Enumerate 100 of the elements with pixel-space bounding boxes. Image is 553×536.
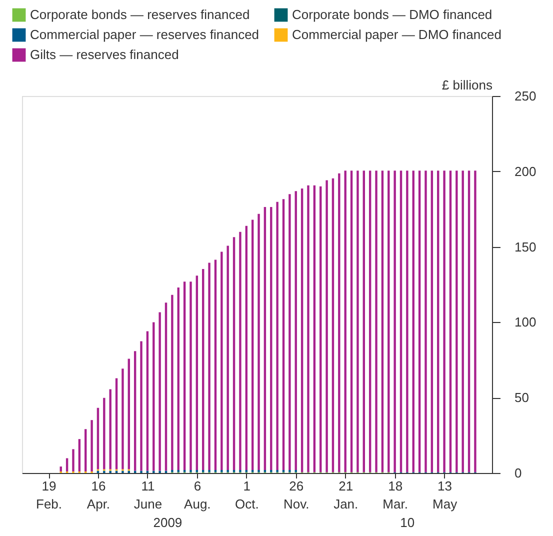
x-tick-label: 13 May	[432, 478, 458, 512]
x-tick-label: 19 Feb.	[36, 478, 62, 512]
bar	[96, 408, 100, 470]
bar	[375, 170, 378, 472]
legend-label: Corporate bonds — reserves financed	[30, 7, 250, 22]
bar	[226, 470, 229, 472]
bar	[109, 389, 112, 470]
bar	[220, 252, 223, 470]
bar	[313, 185, 316, 472]
bar	[406, 170, 408, 472]
bar	[300, 188, 304, 472]
x-tick-label: 26 Nov.	[283, 478, 310, 512]
bar	[208, 262, 210, 470]
bar	[276, 470, 278, 472]
bar	[239, 470, 242, 472]
bar	[90, 420, 93, 472]
bar	[214, 260, 217, 470]
bar	[158, 312, 161, 471]
legend-label: Commercial paper — reserves financed	[30, 27, 260, 42]
bar	[288, 470, 291, 472]
bar	[60, 466, 62, 472]
bar	[140, 341, 142, 471]
bar	[264, 206, 266, 470]
x-tick-label: 18 Mar.	[382, 478, 408, 512]
bar	[152, 322, 155, 471]
bar	[332, 178, 334, 472]
bar	[276, 202, 278, 470]
bar	[356, 170, 359, 472]
y-tick-label: 100	[514, 314, 536, 330]
text: 2009	[153, 515, 182, 530]
bar	[326, 180, 328, 472]
bar	[350, 170, 353, 472]
bar	[412, 170, 414, 472]
bar	[220, 470, 223, 472]
x-tick-label: 21 Jan.	[334, 478, 358, 512]
bar	[362, 170, 365, 472]
bar	[449, 170, 452, 472]
bar	[208, 470, 210, 472]
bar	[72, 449, 74, 472]
bar	[78, 439, 81, 472]
bar	[424, 170, 427, 472]
bar	[251, 220, 254, 470]
bar	[430, 170, 434, 472]
bar	[456, 170, 458, 472]
bar	[177, 288, 180, 470]
bar	[258, 470, 260, 472]
y-axis-title: £ billions	[442, 78, 493, 92]
x-tick-label: 16 Apr.	[86, 478, 110, 512]
bar	[344, 170, 346, 472]
bar	[128, 358, 130, 470]
y-tick-label: 200	[514, 164, 536, 179]
bar	[171, 470, 174, 472]
legend-label: Corporate bonds — DMO financed	[292, 7, 492, 22]
bar	[146, 331, 149, 471]
bar	[381, 170, 384, 472]
bar	[103, 398, 106, 470]
bar	[239, 232, 242, 470]
x-tick-label: 11 June	[134, 478, 162, 512]
x-tick-label: 1 Oct.	[234, 478, 259, 512]
bar	[443, 170, 446, 472]
bar	[294, 191, 297, 470]
bar	[320, 186, 322, 472]
bar	[338, 173, 340, 472]
legend-label: Gilts — reserves financed	[30, 47, 179, 62]
bar	[134, 351, 136, 471]
bar	[183, 282, 186, 470]
bar	[115, 378, 118, 470]
bar	[437, 170, 440, 472]
legend-label: Commercial paper — DMO financed	[292, 27, 502, 42]
bar	[394, 170, 396, 472]
bar	[270, 206, 272, 470]
bar	[288, 194, 291, 470]
x-tick-label: 6 Aug.	[184, 478, 211, 512]
bar	[171, 294, 174, 470]
bar	[368, 170, 372, 472]
bar	[418, 170, 421, 472]
bar	[282, 199, 285, 470]
bar	[474, 170, 476, 472]
bar	[388, 170, 390, 472]
bar	[196, 276, 198, 470]
y-tick-label: 50	[514, 390, 529, 406]
bar	[164, 302, 168, 471]
bar	[400, 170, 402, 472]
bar	[258, 214, 260, 470]
bar	[122, 368, 124, 470]
bar	[245, 226, 248, 470]
y-tick-label: 0	[514, 466, 522, 480]
bar	[190, 282, 192, 470]
bar	[462, 170, 464, 472]
text: 10	[400, 515, 415, 530]
bar	[84, 429, 87, 472]
y-tick-label: 250	[514, 88, 536, 104]
bar	[232, 237, 236, 470]
bar	[202, 268, 204, 470]
bar	[190, 470, 192, 472]
bar	[468, 170, 470, 472]
y-tick-label: 150	[514, 239, 536, 254]
bar	[226, 246, 229, 470]
bar	[66, 458, 68, 472]
bar	[307, 185, 310, 472]
